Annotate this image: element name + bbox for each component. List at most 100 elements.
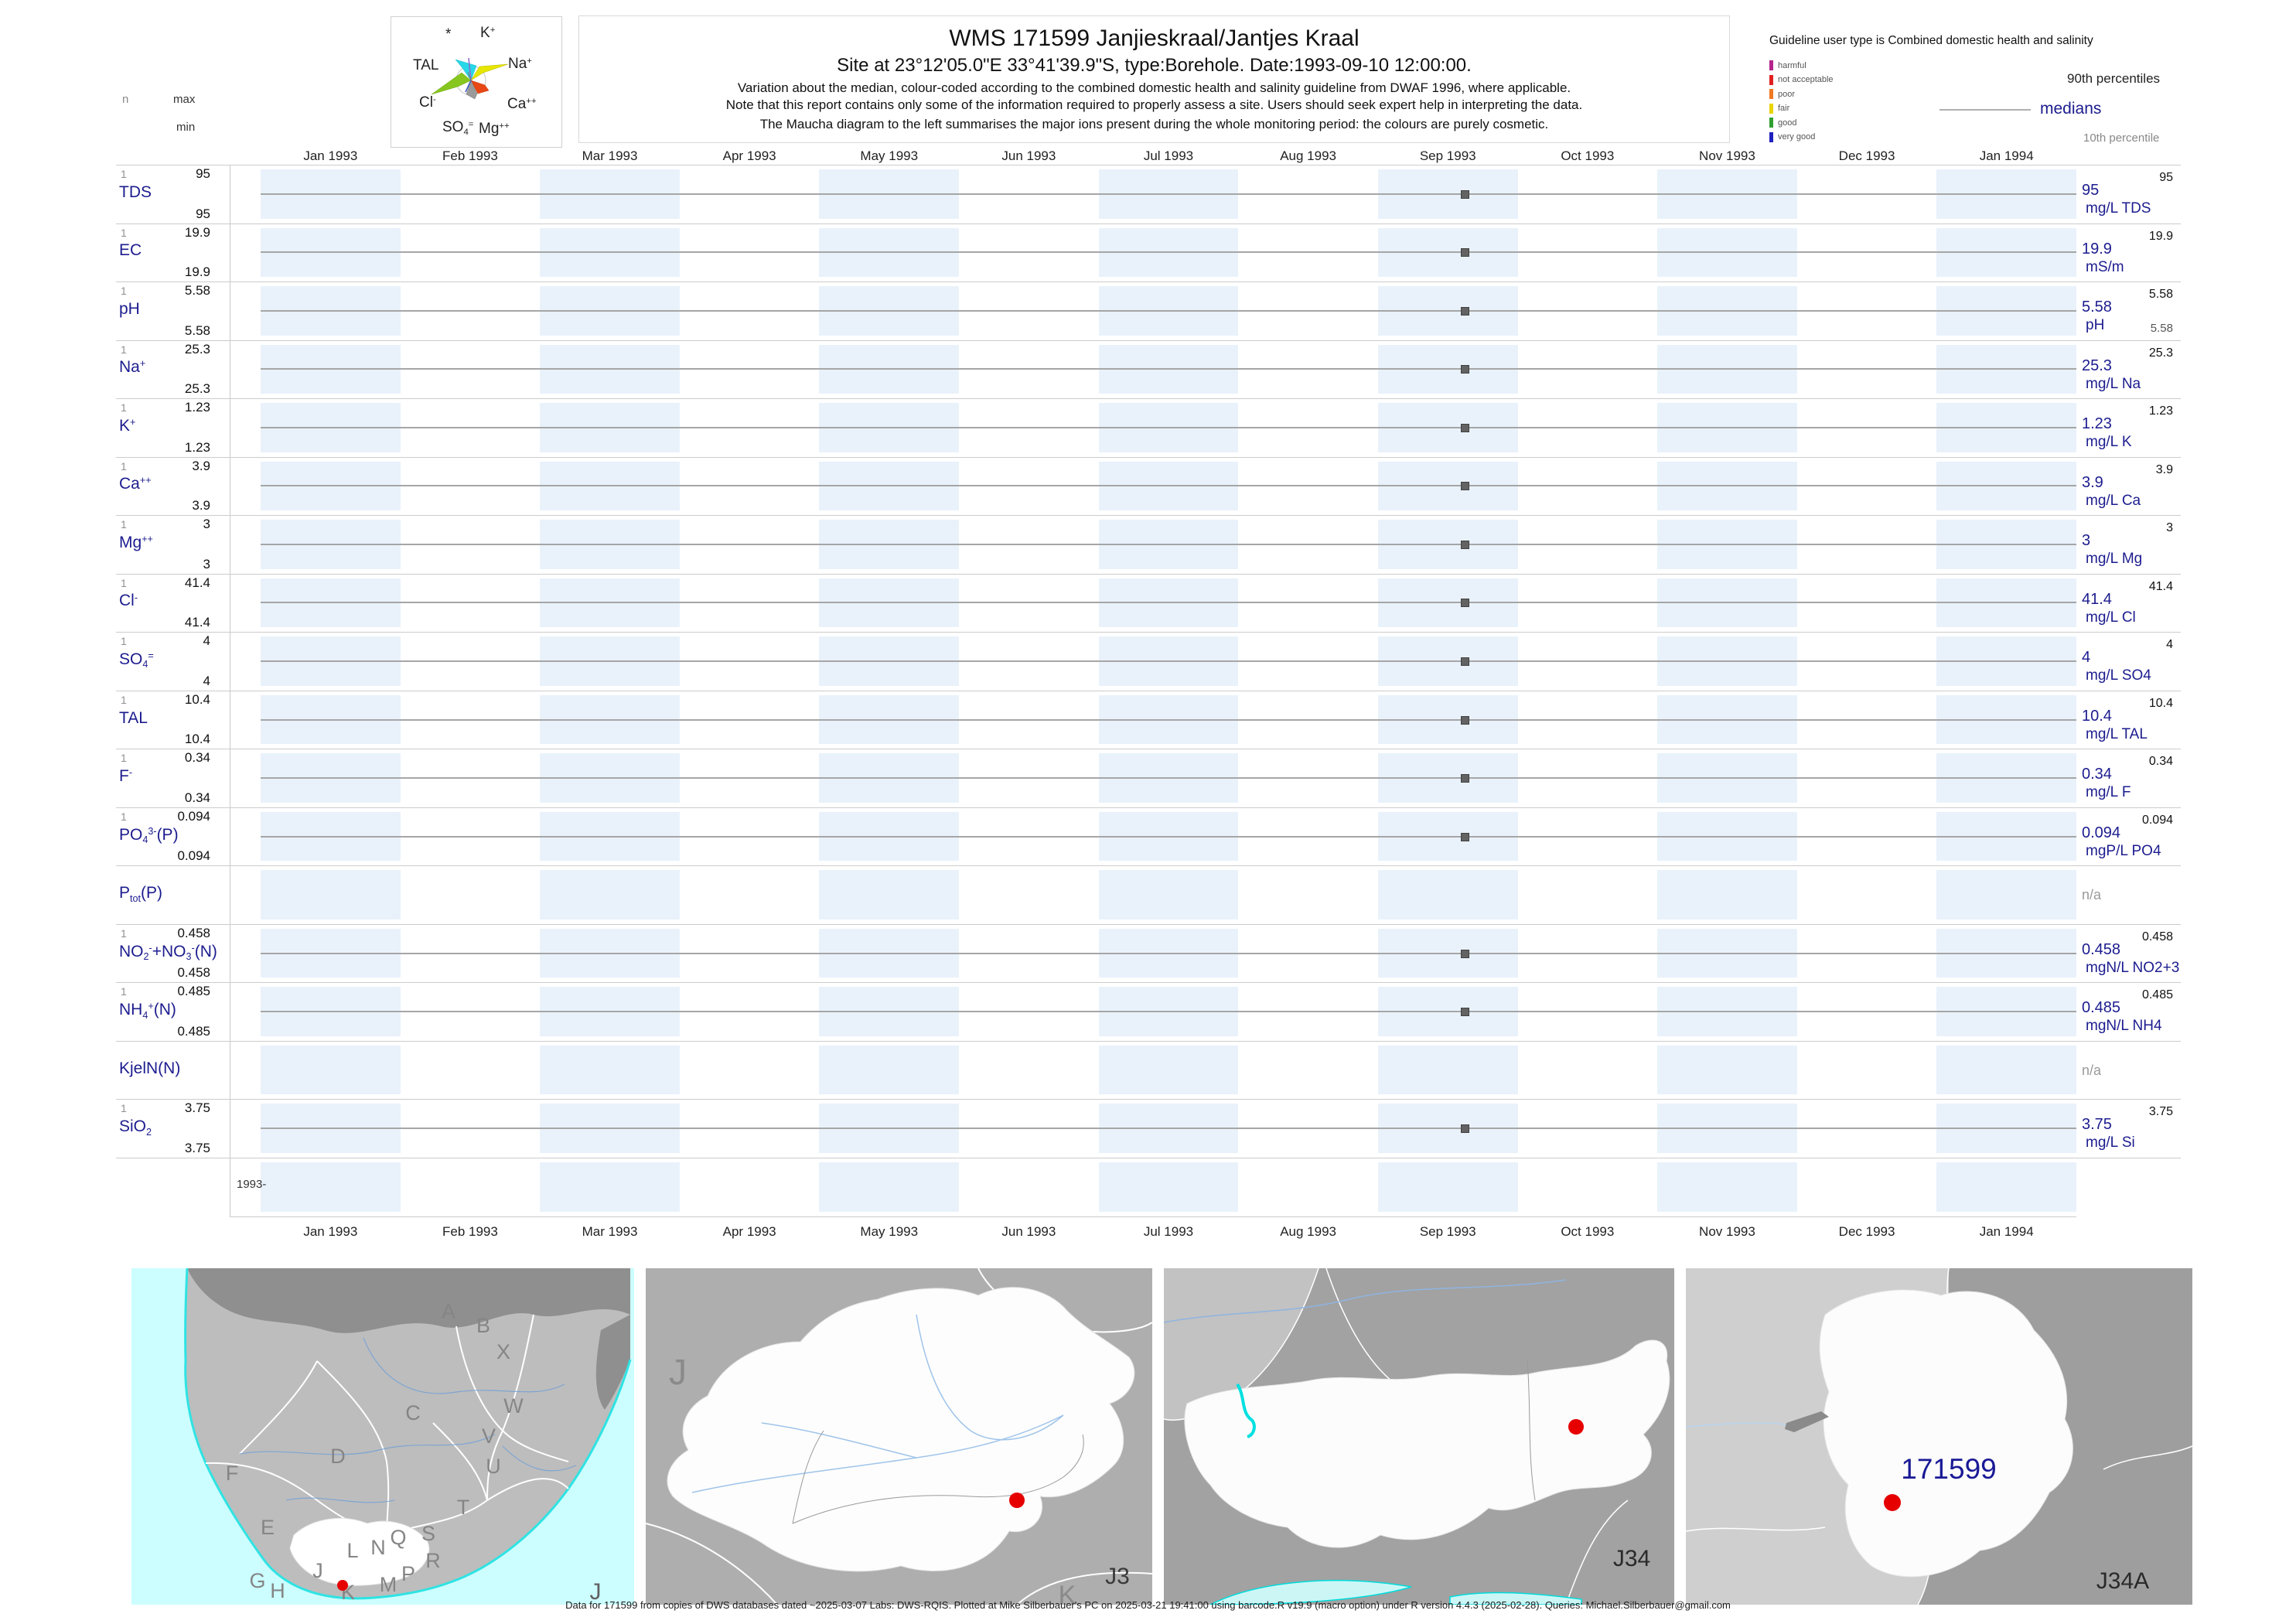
formula-part: ++	[526, 96, 537, 106]
unit-label: mgP/L PO4	[2086, 842, 2161, 859]
min-value: 4	[203, 673, 210, 688]
row-separator	[116, 1099, 2181, 1100]
sample-count: 1	[121, 401, 127, 415]
parameter-name: NH4+(N)	[119, 1001, 176, 1020]
month-band	[261, 1162, 401, 1212]
month-label-top: Dec 1993	[1838, 148, 1895, 163]
sample-count: 1	[121, 576, 127, 589]
month-band	[1936, 1045, 2076, 1095]
site-dot	[1009, 1493, 1025, 1508]
month-label-bottom: Dec 1993	[1838, 1224, 1895, 1239]
max-value: 3	[203, 517, 210, 532]
row-separator	[116, 982, 2181, 984]
formula-part: 4	[142, 659, 148, 670]
max-value: 10.4	[184, 691, 210, 707]
median-value: 0.094	[2082, 824, 2121, 841]
month-label-top: May 1993	[860, 148, 919, 163]
month-band	[819, 1045, 960, 1095]
formula-part: Mg	[119, 533, 142, 551]
sample-count: 1	[121, 752, 127, 765]
row-separator	[116, 807, 2181, 808]
max-value: 0.485	[177, 984, 210, 999]
month-label-bottom: Feb 1993	[442, 1224, 498, 1239]
p90-value: 25.3	[2148, 346, 2173, 360]
min-value: 0.458	[177, 965, 210, 981]
formula-part: (N)	[153, 1001, 176, 1019]
formula-part: 3	[186, 951, 192, 963]
unit-label: mg/L TDS	[2086, 200, 2151, 217]
region-letter: C	[405, 1401, 421, 1424]
month-label-bottom: Apr 1993	[722, 1224, 776, 1239]
unit-label: mg/L Cl	[2086, 609, 2136, 626]
month-label-top: Nov 1993	[1699, 148, 1755, 163]
region-letter: H	[270, 1579, 285, 1602]
parameter-name: PO43-(P)	[119, 825, 179, 845]
guideline-color-chip	[1769, 118, 1773, 128]
month-band	[819, 1162, 960, 1212]
sample-point	[1460, 599, 1469, 608]
formula-part: Cl	[419, 94, 433, 111]
max-value: 5.58	[184, 283, 210, 299]
region-letter: F	[226, 1462, 239, 1485]
p90-value: 10.4	[2148, 696, 2173, 710]
formula-part: (P)	[156, 825, 179, 844]
median-line	[261, 660, 2076, 662]
parameter-name: NO2-+NO3-(N)	[119, 942, 217, 963]
min-value: 0.094	[177, 848, 210, 864]
note-maucha: The Maucha diagram to the left summarise…	[759, 117, 1549, 131]
sample-point	[1460, 540, 1469, 549]
map-secondary-catchment: J34	[1164, 1268, 1674, 1605]
sample-point	[1460, 306, 1469, 316]
min-value: 3.75	[184, 1141, 210, 1155]
month-band	[1377, 1045, 1518, 1095]
guideline-user-type: Guideline user type is Combined domestic…	[1769, 34, 2093, 47]
formula-part: +NO	[152, 942, 186, 960]
region-letter: P	[401, 1562, 415, 1585]
median-line	[261, 485, 2076, 487]
median-line	[261, 193, 2076, 195]
plot-bottom-border	[230, 1216, 2076, 1217]
maucha-ion-label: *	[445, 26, 451, 43]
row-separator	[116, 923, 2181, 925]
land-neighbours	[187, 1268, 630, 1333]
month-label-top: Jul 1993	[1143, 148, 1194, 163]
region-letter: W	[503, 1394, 524, 1418]
formula-part: -	[134, 592, 138, 603]
region-letter: E	[261, 1516, 275, 1539]
sample-point	[1460, 715, 1469, 725]
unit-label: mg/L K	[2086, 434, 2132, 451]
median-value: 10.4	[2082, 707, 2112, 725]
parameter-name: Mg++	[119, 534, 153, 552]
month-label-top: Jan 1993	[303, 148, 358, 163]
formula-part: PO	[119, 825, 143, 844]
p90-value: 3.9	[2155, 462, 2173, 476]
map-corner-label: J3	[1105, 1564, 1130, 1589]
parameter-name: Cl-	[119, 592, 138, 610]
month-label-bottom: Oct 1993	[1561, 1224, 1615, 1239]
month-band	[261, 1045, 401, 1095]
guideline-class-item: fair	[1769, 103, 1789, 114]
region-letter: B	[476, 1314, 490, 1337]
median-line	[261, 952, 2076, 954]
p90-value: 5.58	[2148, 288, 2173, 302]
rivers	[239, 1337, 577, 1503]
region-letter: N	[370, 1536, 386, 1559]
sample-count: 1	[121, 459, 127, 473]
median-line	[261, 1128, 2076, 1130]
report-title-box: WMS 171599 Janjieskraal/Jantjes Kraal Si…	[578, 15, 1730, 143]
formula-part: 4	[142, 834, 148, 845]
month-label-bottom: Nov 1993	[1699, 1224, 1755, 1239]
formula-part: +	[130, 416, 136, 428]
min-value: 0.485	[177, 1023, 210, 1039]
row-separator	[116, 281, 2181, 283]
map-quaternary-catchment: 171599 J34A	[1686, 1268, 2192, 1605]
p90-value: 0.34	[2148, 755, 2173, 769]
row-separator	[116, 632, 2181, 633]
formula-part: +	[148, 1001, 154, 1012]
parameter-name: SiO2	[119, 1117, 152, 1137]
maucha-ion-label: K+	[480, 25, 495, 42]
sample-point	[1460, 423, 1469, 432]
month-label-bottom: Jun 1993	[1001, 1224, 1056, 1239]
min-value: 25.3	[184, 381, 210, 397]
sample-point	[1460, 248, 1469, 258]
